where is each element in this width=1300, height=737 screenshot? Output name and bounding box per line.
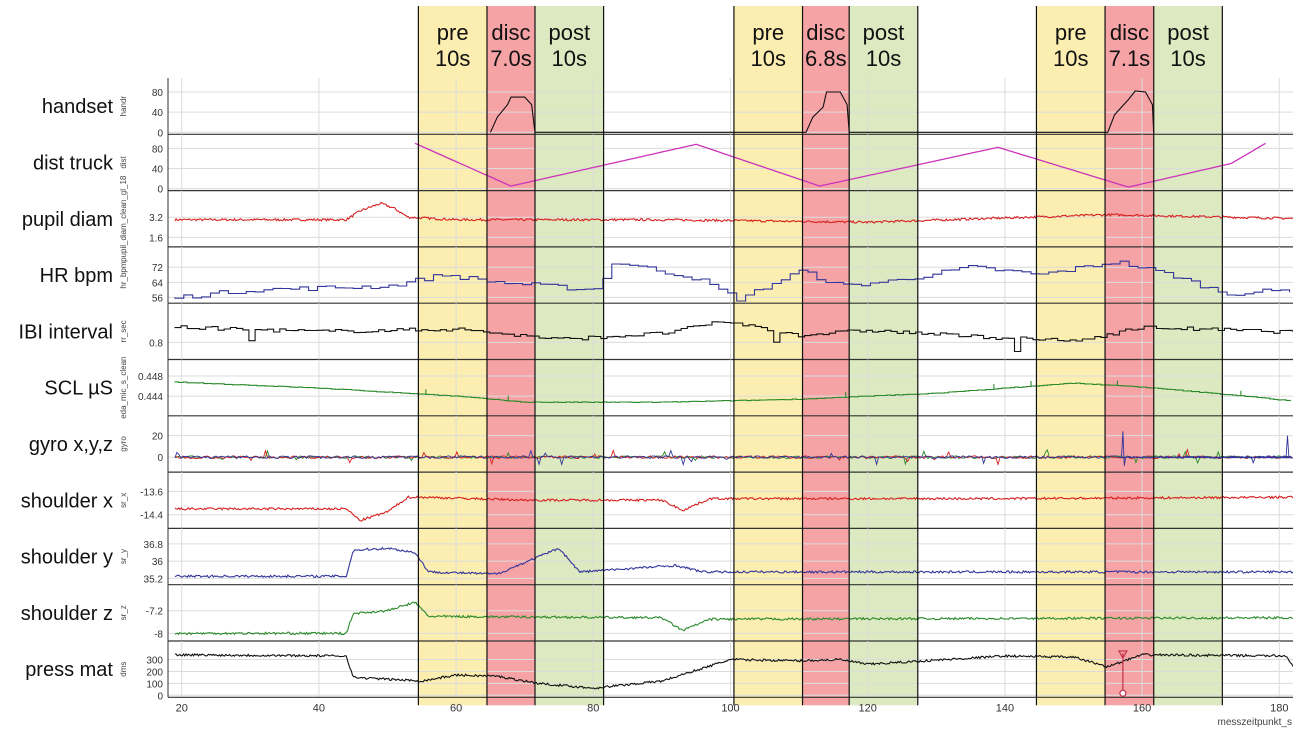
y-tick-label: 3.2 <box>149 213 163 224</box>
band-label-bottom: 7.0s <box>490 46 532 71</box>
gyro-series-blue <box>174 431 1293 467</box>
band-label-bottom: 10s <box>866 46 901 71</box>
y-axis-label: dist <box>119 155 128 168</box>
y-tick-label: 36 <box>152 557 164 568</box>
panel-name: gyro x,y,z <box>29 434 113 456</box>
band-post-3 <box>1153 6 1223 706</box>
y-axis-label: eda_mic_s_clean <box>119 357 128 419</box>
panel-name: shoulder x <box>21 490 113 512</box>
x-tick-label: 40 <box>313 702 325 714</box>
y-tick-label: 80 <box>152 88 164 99</box>
y-axis-label: hr_bpm <box>119 261 128 288</box>
band-label-bottom: 10s <box>1053 46 1088 71</box>
y-tick-label: 200 <box>146 667 163 678</box>
y-tick-label: 72 <box>152 263 164 274</box>
panel-name: HR bpm <box>40 265 113 287</box>
band-label-top: pre <box>752 20 784 45</box>
y-tick-label: 64 <box>152 278 164 289</box>
event-bands <box>418 6 1223 706</box>
band-disc-3 <box>1105 6 1154 706</box>
cursor-marker-top <box>1117 650 1128 660</box>
band-label-top: pre <box>437 20 469 45</box>
y-tick-label: -13.6 <box>140 487 163 498</box>
y-tick-label: 0.444 <box>138 392 163 403</box>
x-tick-label: 60 <box>450 702 462 714</box>
y-tick-label: 20 <box>152 432 164 443</box>
band-label-top: post <box>863 20 905 45</box>
y-tick-label: 80 <box>152 144 164 155</box>
x-tick-label: 100 <box>721 702 739 714</box>
y-axis-label: handr <box>119 96 128 117</box>
band-post-1 <box>534 6 604 706</box>
band-pre-1 <box>418 6 487 706</box>
y-tick-label: 0.448 <box>138 372 163 383</box>
event-dividers <box>417 6 1223 706</box>
y-tick-label: -8 <box>154 629 163 640</box>
y-axis-label: sr_y <box>119 549 128 564</box>
band-label-bottom: 6.8s <box>805 46 847 71</box>
x-axis-label: messzeitpunkt_s <box>1218 717 1292 728</box>
y-tick-label: 35.2 <box>144 574 164 585</box>
y-tick-label: 0 <box>157 691 163 702</box>
y-axis-label: dms <box>119 662 128 677</box>
band-label-top: disc <box>1110 20 1149 45</box>
y-tick-label: -14.4 <box>140 511 163 522</box>
y-axis-label: gyro <box>119 436 128 452</box>
x-tick-label: 80 <box>587 702 599 714</box>
x-tick-label: 120 <box>859 702 877 714</box>
y-tick-label: 0 <box>157 185 163 196</box>
band-label-bottom: 10s <box>1170 46 1205 71</box>
y-tick-label: -7.2 <box>146 607 164 618</box>
band-label-top: disc <box>491 20 530 45</box>
band-post-2 <box>849 6 918 706</box>
y-axis-label: rr_sec <box>119 320 128 342</box>
y-axis-label: sr_z <box>119 605 128 620</box>
series-line <box>174 321 1293 353</box>
y-tick-label: 0 <box>157 453 163 464</box>
band-pre-3 <box>1036 6 1106 706</box>
band-disc-2 <box>802 6 850 706</box>
x-tick-label: 20 <box>176 702 188 714</box>
band-label-bottom: 10s <box>435 46 470 71</box>
y-tick-label: 40 <box>152 108 164 119</box>
y-tick-label: 0 <box>157 128 163 139</box>
panel-name: press mat <box>25 659 113 681</box>
band-label-top: disc <box>806 20 845 45</box>
y-tick-label: 0.8 <box>149 338 163 349</box>
y-axis-label: sr_x <box>119 493 128 508</box>
band-label-top: post <box>548 20 590 45</box>
band-label-top: post <box>1167 20 1209 45</box>
x-tick-label: 180 <box>1270 702 1288 714</box>
event-headers: pre10sdisc7.0spost10spre10sdisc6.8spost1… <box>435 20 1209 71</box>
band-label-bottom: 10s <box>750 46 785 71</box>
panel-name: handset <box>42 96 114 118</box>
band-pre-2 <box>733 6 803 706</box>
band-label-bottom: 7.1s <box>1109 46 1151 71</box>
y-tick-label: 1.6 <box>149 233 163 244</box>
x-tick-label: 160 <box>1133 702 1151 714</box>
panel-name: shoulder y <box>21 547 113 569</box>
cursor-marker-bottom <box>1119 689 1127 697</box>
band-label-top: pre <box>1055 20 1087 45</box>
x-tick-label: 140 <box>996 702 1014 714</box>
y-axis-label: pupil_diam_clean_gl_18 <box>119 175 128 262</box>
series-line <box>174 380 1291 404</box>
panel-name: dist truck <box>33 152 114 174</box>
y-tick-label: 100 <box>146 679 163 690</box>
panel-name: SCL µS <box>44 378 113 400</box>
panel-name: pupil diam <box>22 209 113 231</box>
y-tick-label: 36.8 <box>144 540 164 551</box>
y-tick-label: 40 <box>152 164 164 175</box>
y-tick-label: 300 <box>146 656 163 667</box>
x-axis: messzeitpunkt_s 20 40 60 80 100 120 140 160 180 <box>176 650 1292 728</box>
series-line <box>489 90 1155 133</box>
series-line <box>414 142 1266 188</box>
band-disc-1 <box>486 6 535 706</box>
panel-name: shoulder z <box>21 603 113 625</box>
band-label-bottom: 10s <box>552 46 587 71</box>
y-tick-label: 56 <box>152 293 164 304</box>
panel-name: IBI interval <box>19 321 113 343</box>
